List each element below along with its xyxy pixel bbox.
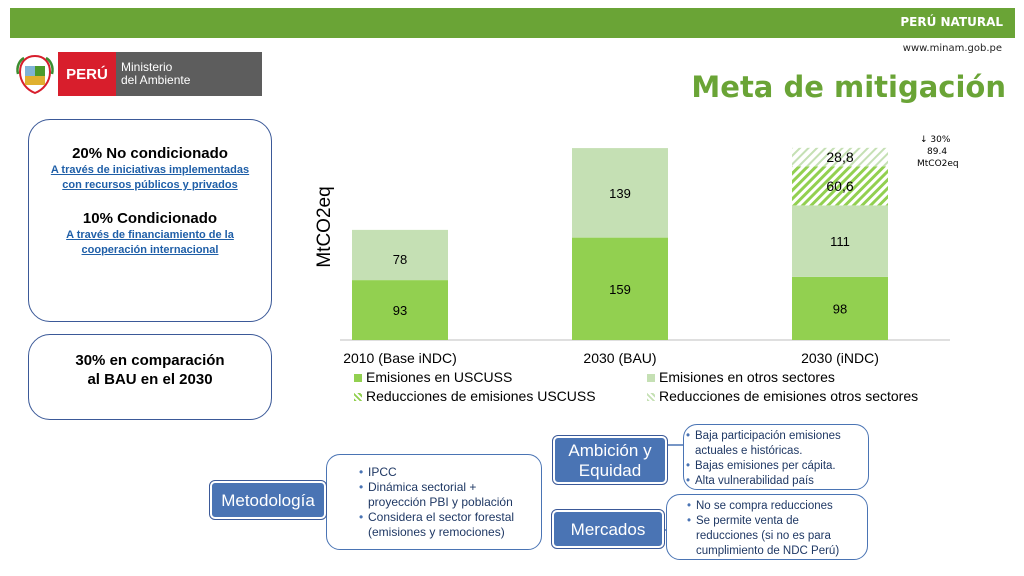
bar-value-label: 60,6	[826, 178, 853, 194]
bar-segment	[572, 148, 668, 238]
legend-item-otros: Emisiones en otros sectores	[647, 369, 835, 385]
metodologia-details: IPCC Dinámica sectorial + proyección PBI…	[326, 454, 542, 550]
logo-country: PERÚ	[58, 52, 116, 96]
bar-value-label: 98	[833, 301, 847, 316]
legend-label: Emisiones en USCUSS	[366, 369, 513, 385]
comparison-line2: al BAU en el 2030	[87, 371, 213, 388]
reduction-annotation: ↓ 30% 89.4 MtCO2eq	[917, 135, 959, 169]
ambicion-item: Baja participación emisiones actuales e …	[684, 429, 862, 459]
bar-value-label: 93	[393, 303, 407, 318]
metodologia-item: IPCC	[357, 465, 535, 480]
mercados-pill: Mercados	[551, 509, 665, 549]
legend-swatch-solid-light	[647, 374, 655, 383]
comparison-line1: 30% en comparación	[75, 352, 225, 369]
targets-box: 20% No condicionado A través de iniciati…	[28, 119, 272, 322]
annotation-percent: ↓ 30%	[920, 135, 951, 145]
bar-segment	[792, 276, 888, 340]
unconditional-title: 20% No condicionado	[72, 145, 228, 162]
ministry-logo: PERÚ Ministerio del Ambiente	[14, 52, 262, 96]
legend-swatch-hatch-light	[647, 393, 655, 402]
comparison-box: 30% en comparación al BAU en el 2030	[28, 334, 272, 420]
mercados-item: No se compra reducciones	[685, 499, 861, 514]
ambicion-item: Bajas emisiones per cápita.	[684, 459, 862, 474]
category-tick-label: 2030 (BAU)	[583, 350, 656, 366]
emissions-chart: MtCO2eq 93 78 2010 (Base iNDC) 159 139 2030 (…	[314, 135, 959, 366]
ambicion-details: Baja participación emisiones actuales e …	[683, 424, 869, 490]
bar-value-label: 139	[609, 186, 631, 201]
legend-label: Emisiones en otros sectores	[659, 369, 835, 385]
bar-value-label: 78	[393, 252, 407, 267]
legend-swatch-hatch-dark	[354, 393, 362, 402]
metodologia-item: Considera el sector forestal (emisiones …	[357, 510, 535, 540]
metodologia-item: Dinámica sectorial + proyección PBI y po…	[357, 480, 535, 510]
logo-ministry-line1: Ministerio	[121, 60, 173, 74]
logo-ministry-line2: del Ambiente	[121, 73, 191, 87]
unconditional-link[interactable]: A través de iniciativas implementadas co…	[50, 164, 250, 191]
category-tick-label: 2010 (Base iNDC)	[343, 350, 457, 366]
bar-value-label: 159	[609, 282, 631, 297]
legend-label: Reducciones de emisiones otros sectores	[659, 388, 919, 404]
bar-segment	[792, 147, 888, 167]
ambicion-equidad-pill: Ambición y Equidad	[552, 435, 668, 485]
website-url[interactable]: www.minam.gob.pe	[902, 43, 1002, 54]
bar-segment	[572, 237, 668, 340]
conditional-title: 10% Condicionado	[82, 210, 218, 227]
bar-segment	[792, 166, 888, 206]
mercados-item: Se permite venta de reducciones (si no e…	[685, 514, 861, 559]
bar-value-label: 28,8	[826, 149, 853, 165]
page-title: Meta de mitigación	[691, 70, 1006, 104]
annotation-unit: MtCO2eq	[917, 159, 959, 169]
bar-segment	[792, 205, 888, 277]
top-banner: PERÚ NATURAL	[10, 8, 1015, 38]
metodologia-pill: Metodología	[209, 480, 327, 520]
conditional-link[interactable]: A través de financiamiento de la coopera…	[66, 229, 234, 256]
bar-segment	[352, 280, 448, 340]
bar-segment	[352, 229, 448, 281]
ambicion-item: Alta vulnerabilidad país	[684, 474, 862, 489]
legend-swatch-solid-dark	[354, 374, 362, 383]
logo-ministry: Ministerio del Ambiente	[116, 52, 262, 96]
legend-label: Reducciones de emisiones USCUSS	[366, 388, 596, 404]
legend-item-red-otros: Reducciones de emisiones otros sectores	[647, 388, 918, 404]
mercados-details: No se compra reducciones Se permite vent…	[666, 494, 868, 560]
coat-of-arms-icon	[16, 54, 54, 95]
category-tick-label: 2030 (iNDC)	[801, 350, 879, 366]
bar-value-label: 111	[830, 234, 850, 249]
banner-label: PERÚ NATURAL	[900, 15, 1003, 29]
annotation-value: 89.4	[927, 147, 947, 157]
legend-item-uscuss: Emisiones en USCUSS	[354, 369, 512, 385]
y-axis-label: MtCO2eq	[314, 186, 335, 267]
legend-item-red-uscuss: Reducciones de emisiones USCUSS	[354, 388, 596, 404]
